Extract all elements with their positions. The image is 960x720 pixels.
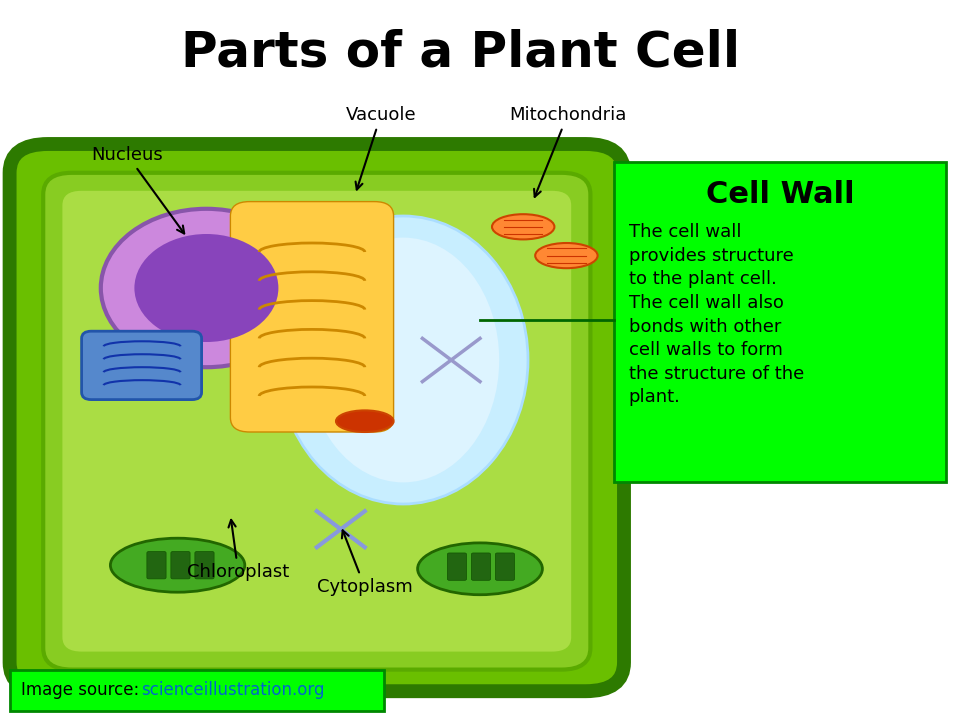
- Circle shape: [134, 234, 278, 342]
- Circle shape: [101, 209, 312, 367]
- Text: The cell wall
provides structure
to the plant cell.
The cell wall also
bonds wit: The cell wall provides structure to the …: [629, 223, 804, 406]
- FancyBboxPatch shape: [495, 553, 515, 580]
- FancyBboxPatch shape: [62, 191, 571, 652]
- Text: Vacuole: Vacuole: [346, 107, 417, 189]
- Ellipse shape: [307, 238, 499, 482]
- Text: Parts of a Plant Cell: Parts of a Plant Cell: [181, 29, 740, 77]
- Ellipse shape: [418, 543, 542, 595]
- FancyBboxPatch shape: [10, 670, 384, 711]
- FancyBboxPatch shape: [147, 552, 166, 579]
- Text: Mitochondria: Mitochondria: [509, 107, 626, 197]
- Ellipse shape: [535, 243, 597, 269]
- FancyBboxPatch shape: [10, 144, 624, 691]
- Text: Image source:: Image source:: [21, 681, 145, 700]
- FancyBboxPatch shape: [471, 553, 491, 580]
- Text: Cytoplasm: Cytoplasm: [317, 531, 413, 596]
- FancyBboxPatch shape: [171, 552, 190, 579]
- Ellipse shape: [492, 215, 555, 239]
- FancyBboxPatch shape: [447, 553, 467, 580]
- FancyBboxPatch shape: [43, 173, 590, 670]
- Text: scienceillustration.org: scienceillustration.org: [141, 681, 324, 700]
- Ellipse shape: [336, 410, 394, 432]
- Ellipse shape: [278, 216, 528, 504]
- FancyBboxPatch shape: [614, 162, 946, 482]
- Ellipse shape: [110, 539, 245, 592]
- Text: Cell Wall: Cell Wall: [706, 180, 854, 209]
- FancyBboxPatch shape: [230, 202, 394, 432]
- FancyBboxPatch shape: [195, 552, 214, 579]
- FancyBboxPatch shape: [82, 331, 202, 400]
- Text: Chloroplast: Chloroplast: [187, 520, 290, 582]
- Text: Nucleus: Nucleus: [91, 145, 184, 233]
